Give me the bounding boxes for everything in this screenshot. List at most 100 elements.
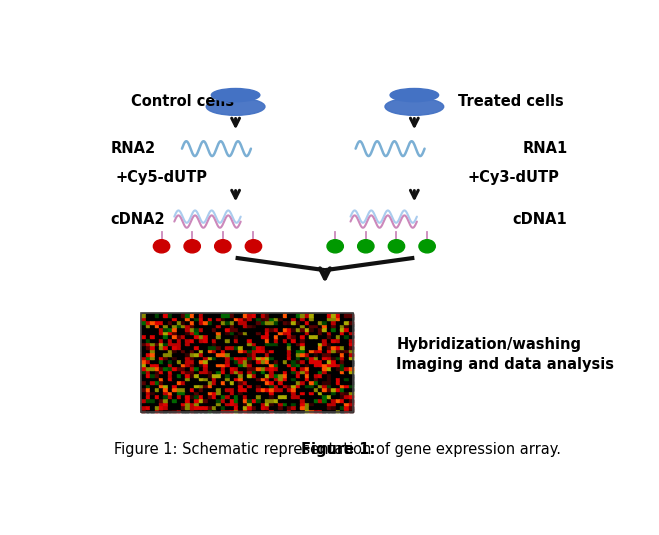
Bar (199, 321, 202, 324)
Bar (234, 314, 238, 317)
Bar (260, 406, 264, 409)
Bar (314, 360, 317, 363)
Bar (247, 363, 251, 366)
Bar (234, 388, 238, 391)
Bar (256, 409, 260, 412)
Bar (150, 409, 154, 412)
Bar (181, 314, 185, 317)
Bar (278, 353, 282, 356)
Bar (322, 399, 326, 402)
Bar (141, 402, 145, 405)
Bar (190, 370, 194, 373)
Bar (278, 381, 282, 384)
Bar (225, 381, 229, 384)
Bar (225, 377, 229, 380)
Bar (229, 367, 233, 370)
Bar (340, 321, 344, 324)
Bar (194, 392, 198, 394)
Bar (287, 399, 291, 402)
Bar (163, 324, 167, 327)
Bar (273, 374, 277, 377)
Bar (344, 377, 348, 380)
Bar (181, 367, 185, 370)
Bar (270, 374, 273, 377)
Bar (291, 406, 295, 409)
Bar (194, 314, 198, 317)
Bar (221, 328, 225, 331)
Bar (212, 317, 215, 320)
Bar (181, 399, 185, 402)
Bar (296, 324, 300, 327)
Bar (208, 339, 212, 342)
Bar (150, 406, 154, 409)
Bar (322, 356, 326, 360)
Bar (335, 409, 339, 412)
Bar (256, 342, 260, 345)
Bar (322, 363, 326, 366)
Bar (221, 324, 225, 327)
Bar (256, 392, 260, 394)
Bar (159, 353, 163, 356)
Bar (300, 363, 304, 366)
Bar (168, 317, 171, 320)
Bar (340, 314, 344, 317)
Bar (344, 374, 348, 377)
Bar (287, 377, 291, 380)
Bar (318, 381, 322, 384)
Bar (309, 395, 313, 398)
Bar (301, 346, 304, 349)
Bar (163, 314, 167, 317)
Bar (150, 388, 154, 391)
Bar (194, 321, 198, 324)
Ellipse shape (390, 88, 439, 102)
Bar (146, 324, 150, 327)
Bar (225, 363, 229, 366)
Bar (327, 335, 330, 338)
Bar (304, 377, 308, 380)
Bar (172, 395, 176, 398)
Bar (309, 388, 313, 391)
Circle shape (184, 240, 200, 253)
Bar (243, 392, 246, 395)
Bar (243, 349, 246, 352)
Bar (335, 317, 339, 320)
Bar (221, 406, 225, 409)
Bar (283, 409, 286, 412)
Bar (300, 377, 304, 380)
Bar (278, 377, 282, 380)
Bar (177, 324, 181, 327)
Bar (163, 321, 167, 324)
Bar (265, 385, 269, 387)
Bar (335, 335, 339, 338)
Bar (283, 399, 286, 402)
Bar (208, 374, 212, 377)
Bar (203, 363, 207, 366)
Bar (239, 406, 242, 409)
Bar (256, 324, 260, 327)
Bar (256, 335, 260, 338)
Bar (349, 335, 353, 338)
Bar (172, 349, 176, 352)
Bar (291, 395, 295, 398)
Bar (247, 381, 251, 384)
Bar (167, 392, 171, 395)
Bar (270, 392, 273, 394)
Bar (335, 374, 339, 377)
Bar (203, 339, 207, 341)
Bar (304, 339, 308, 342)
Bar (150, 392, 154, 394)
Bar (322, 346, 326, 349)
Bar (260, 314, 264, 317)
Bar (322, 353, 326, 356)
Bar (269, 346, 273, 349)
Bar (212, 388, 215, 391)
Bar (296, 353, 300, 356)
Bar (296, 317, 300, 320)
Bar (146, 328, 150, 331)
Bar (177, 363, 181, 366)
Bar (291, 395, 295, 398)
Bar (185, 349, 189, 352)
Bar (141, 346, 145, 349)
Bar (304, 324, 308, 327)
Bar (154, 367, 158, 370)
